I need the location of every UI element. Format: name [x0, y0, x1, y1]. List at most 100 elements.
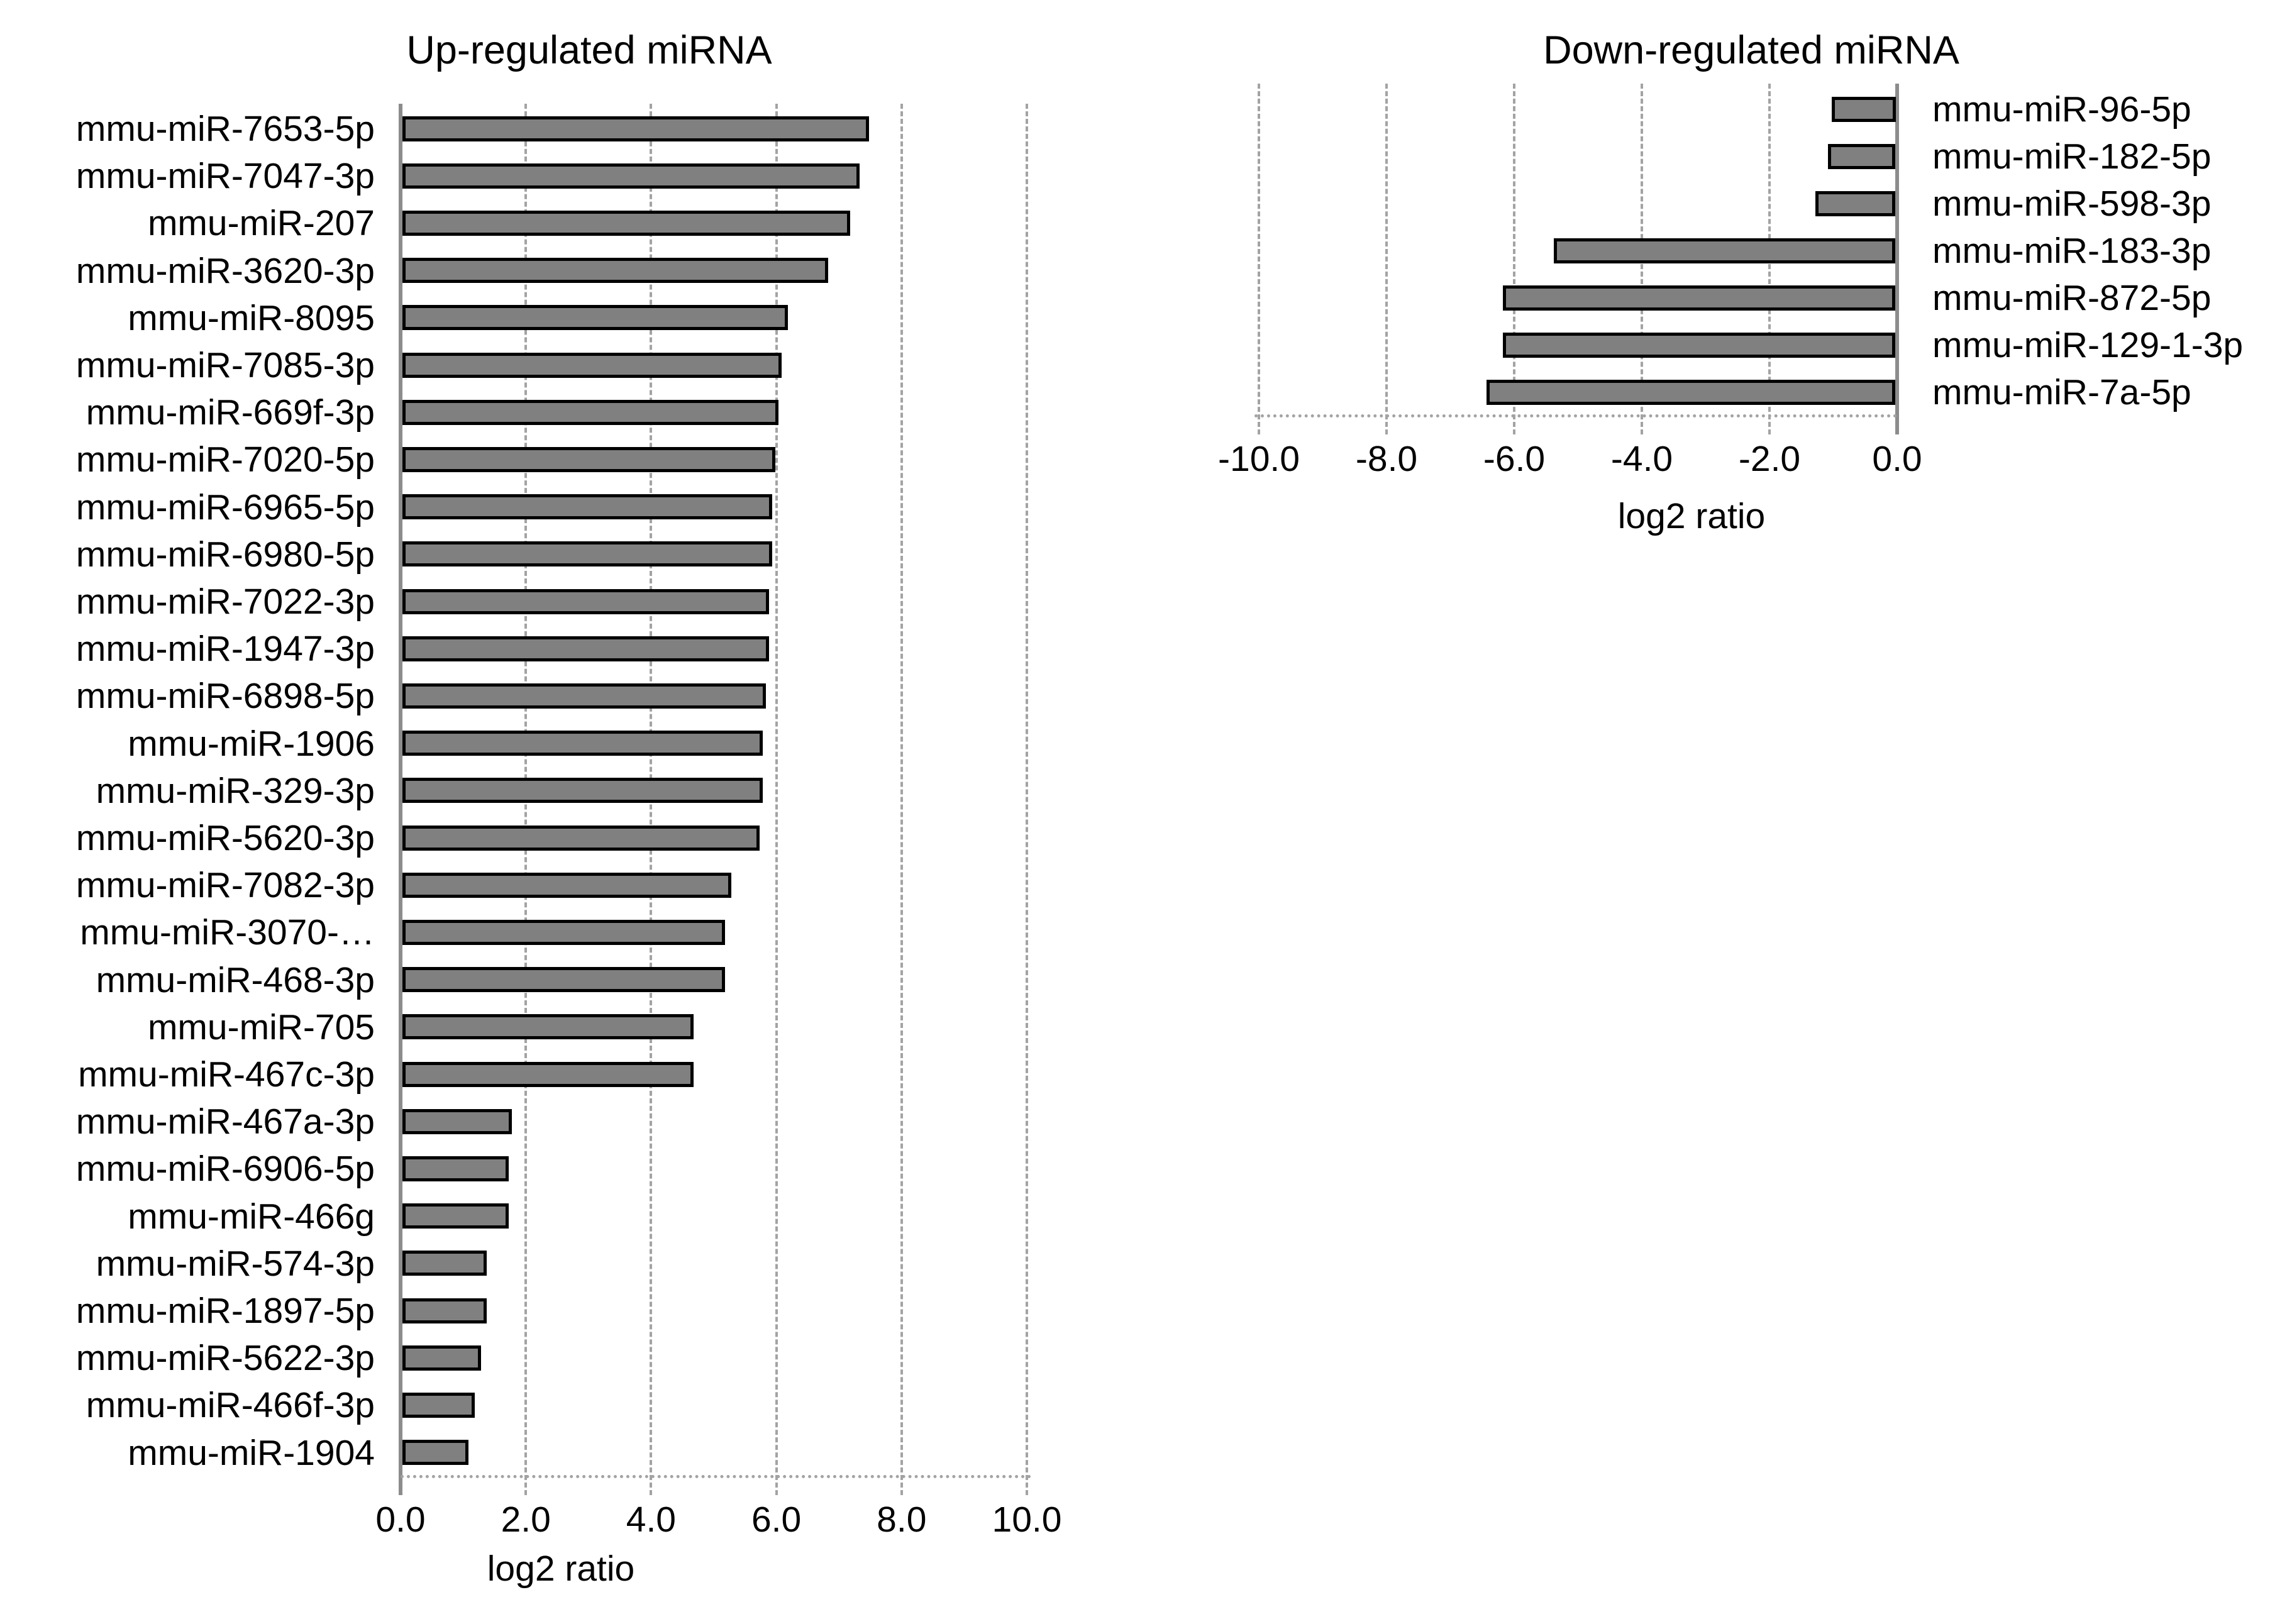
up-chart-category-label: mmu-miR-7022-3p	[75, 581, 375, 622]
up-chart-zero-axis-line	[399, 104, 402, 1495]
up-chart-x-tick-label: 4.0	[626, 1500, 677, 1540]
up-chart-category-label: mmu-miR-1904	[128, 1432, 375, 1473]
down-chart-category-label: mmu-miR-129-1-3p	[1932, 324, 2244, 365]
down-chart-gridline	[1513, 84, 1515, 434]
up-chart-bar	[402, 211, 850, 236]
up-chart-category-label: mmu-miR-6965-5p	[75, 487, 375, 528]
up-chart-category-label: mmu-miR-1906	[128, 723, 375, 764]
up-chart-bar	[402, 826, 760, 851]
up-chart-category-label: mmu-miR-1947-3p	[75, 628, 375, 669]
up-chart-category-label: mmu-miR-6906-5p	[75, 1148, 375, 1189]
down-chart-x-tick-label: -2.0	[1738, 439, 1801, 479]
up-chart-bar	[402, 683, 766, 709]
down-chart-bar	[1503, 333, 1895, 358]
up-chart-bar	[402, 967, 725, 992]
down-chart-x-tick-label: 0.0	[1872, 439, 1922, 479]
up-chart-bar	[402, 494, 772, 519]
up-chart-x-tick-label: 8.0	[877, 1500, 927, 1540]
up-chart-bar	[402, 163, 860, 189]
down-chart-category-label: mmu-miR-7a-5p	[1932, 372, 2191, 412]
up-chart-bar	[402, 400, 778, 425]
down-chart-bar	[1554, 238, 1895, 263]
down-chart-category-label: mmu-miR-183-3p	[1932, 230, 2212, 271]
down-chart-dotted-baseline	[1254, 414, 1897, 417]
up-chart-category-label: mmu-miR-467a-3p	[75, 1101, 375, 1142]
up-chart-gridline	[900, 104, 903, 1495]
down-chart-category-label: mmu-miR-182-5p	[1932, 136, 2212, 177]
up-chart-bar	[402, 778, 763, 803]
up-chart-bar	[402, 1393, 475, 1418]
down-chart-category-label: mmu-miR-598-3p	[1932, 183, 2212, 224]
up-chart-category-label: mmu-miR-5620-3p	[75, 817, 375, 858]
down-chart-gridline	[1385, 84, 1388, 434]
up-chart-category-label: mmu-miR-329-3p	[96, 770, 375, 811]
up-chart-category-label: mmu-miR-7082-3p	[75, 864, 375, 905]
up-chart-bar	[402, 541, 772, 566]
up-chart-bar	[402, 873, 731, 898]
up-chart-category-label: mmu-miR-466g	[128, 1196, 375, 1237]
up-chart-bar	[402, 1062, 694, 1087]
down-chart-title: Down-regulated miRNA	[1543, 28, 1959, 72]
up-chart-bar	[402, 1109, 512, 1134]
up-chart-gridline	[1026, 104, 1028, 1495]
up-chart-bar	[402, 258, 828, 283]
up-chart-bar	[402, 1203, 509, 1229]
up-chart-category-label: mmu-miR-705	[147, 1007, 375, 1047]
up-chart-category-label: mmu-miR-3620-3p	[75, 250, 375, 291]
up-chart-x-tick-label: 2.0	[501, 1500, 551, 1540]
up-chart-category-label: mmu-miR-467c-3p	[78, 1054, 375, 1095]
up-chart-category-label: mmu-miR-468-3p	[96, 959, 375, 1000]
up-chart-category-label: mmu-miR-3070-…	[80, 912, 375, 953]
up-chart-bar	[402, 1014, 694, 1039]
down-chart-bar	[1815, 191, 1895, 216]
up-chart-category-label: mmu-miR-1897-5p	[75, 1290, 375, 1331]
up-chart-gridline	[775, 104, 778, 1495]
up-chart-category-label: mmu-miR-5622-3p	[75, 1337, 375, 1378]
up-chart-bar	[402, 116, 869, 141]
up-chart-category-label: mmu-miR-7085-3p	[75, 345, 375, 385]
down-chart-bar	[1832, 97, 1896, 122]
up-chart-x-axis-label: log2 ratio	[487, 1549, 635, 1589]
up-chart-bar	[402, 1156, 509, 1181]
up-chart-category-label: mmu-miR-466f-3p	[86, 1384, 375, 1425]
up-chart-x-tick-label: 6.0	[751, 1500, 802, 1540]
up-chart-bar	[402, 305, 788, 330]
up-chart-bar	[402, 636, 769, 661]
up-chart-category-label: mmu-miR-7653-5p	[75, 108, 375, 149]
down-chart-bar	[1487, 380, 1895, 405]
down-chart-x-tick-label: -4.0	[1610, 439, 1673, 479]
up-chart-category-label: mmu-miR-8095	[128, 297, 375, 338]
down-chart-x-tick-label: -10.0	[1218, 439, 1300, 479]
down-chart-zero-axis-line	[1895, 84, 1899, 434]
up-chart-category-label: mmu-miR-7020-5p	[75, 439, 375, 480]
up-chart-dotted-baseline	[401, 1475, 1031, 1478]
up-chart-category-label: mmu-miR-574-3p	[96, 1243, 375, 1284]
up-chart-bar	[402, 1345, 481, 1371]
up-chart-category-label: mmu-miR-207	[147, 202, 375, 243]
up-chart-category-label: mmu-miR-6980-5p	[75, 534, 375, 575]
up-chart-bar	[402, 589, 769, 614]
up-chart-category-label: mmu-miR-669f-3p	[86, 392, 375, 433]
up-chart-category-label: mmu-miR-7047-3p	[75, 155, 375, 196]
up-chart-bar	[402, 1440, 468, 1465]
up-chart-category-label: mmu-miR-6898-5p	[75, 675, 375, 716]
up-chart-bar	[402, 353, 782, 378]
down-chart-category-label: mmu-miR-96-5p	[1932, 89, 2191, 130]
down-chart-category-label: mmu-miR-872-5p	[1932, 277, 2212, 318]
up-chart-title: Up-regulated miRNA	[406, 28, 772, 72]
up-chart-bar	[402, 447, 775, 472]
down-chart-x-tick-label: -8.0	[1355, 439, 1418, 479]
down-chart-gridline	[1258, 84, 1260, 434]
down-chart-bar	[1828, 144, 1895, 169]
up-chart-bar	[402, 1251, 487, 1276]
up-chart-x-tick-label: 10.0	[992, 1500, 1062, 1540]
up-chart-bar	[402, 1298, 487, 1323]
up-chart-bar	[402, 920, 725, 945]
up-chart-bar	[402, 731, 763, 756]
down-chart-bar	[1503, 285, 1895, 311]
down-chart-x-axis-label: log2 ratio	[1617, 496, 1766, 536]
down-chart-x-tick-label: -6.0	[1483, 439, 1546, 479]
